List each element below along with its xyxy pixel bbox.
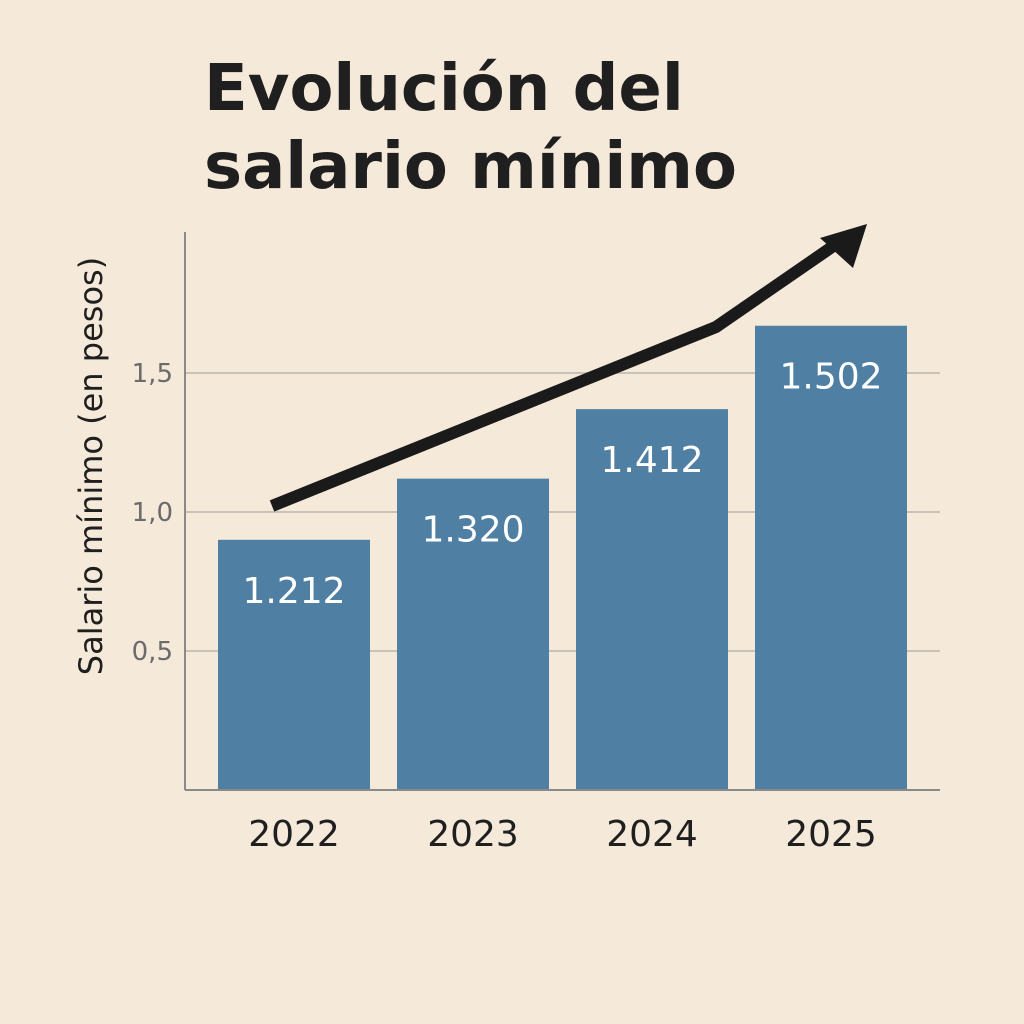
- y-axis-title: Salario mínimo (en pesos): [72, 257, 110, 675]
- bar-value-label: 1.212: [242, 571, 345, 612]
- y-tick-label: 1,0: [132, 498, 173, 528]
- axes: [184, 232, 940, 791]
- trend-arrow-line: [269, 233, 849, 512]
- bar-value-label: 1.502: [779, 357, 882, 398]
- trend-arrow-head: [820, 224, 867, 268]
- x-tick-label: 2022: [248, 814, 340, 855]
- bars: [218, 325, 907, 790]
- bar-2023: [397, 478, 549, 790]
- bar-2022: [218, 539, 370, 790]
- y-tick-label: 0,5: [132, 637, 173, 667]
- x-tick-label: 2025: [785, 814, 877, 855]
- trend-arrow: [269, 224, 867, 512]
- x-tick-label: 2024: [606, 814, 698, 855]
- bar-2025: [755, 325, 907, 790]
- chart-title-line-2: salario mínimo: [204, 130, 737, 204]
- y-tick-label: 1,5: [132, 359, 173, 389]
- bar-value-label: 1.320: [421, 510, 524, 551]
- chart-title-line-1: Evolución del: [204, 52, 684, 126]
- bar-2024: [576, 409, 728, 790]
- labels: 0,5 1,0 1,5 1.212 2022 1.320 2023 1.412 2024 1.50…: [72, 257, 883, 855]
- chart-title: Evolución del salario mínimo: [204, 50, 737, 206]
- x-tick-label: 2023: [427, 814, 519, 855]
- bar-value-label: 1.412: [600, 440, 703, 481]
